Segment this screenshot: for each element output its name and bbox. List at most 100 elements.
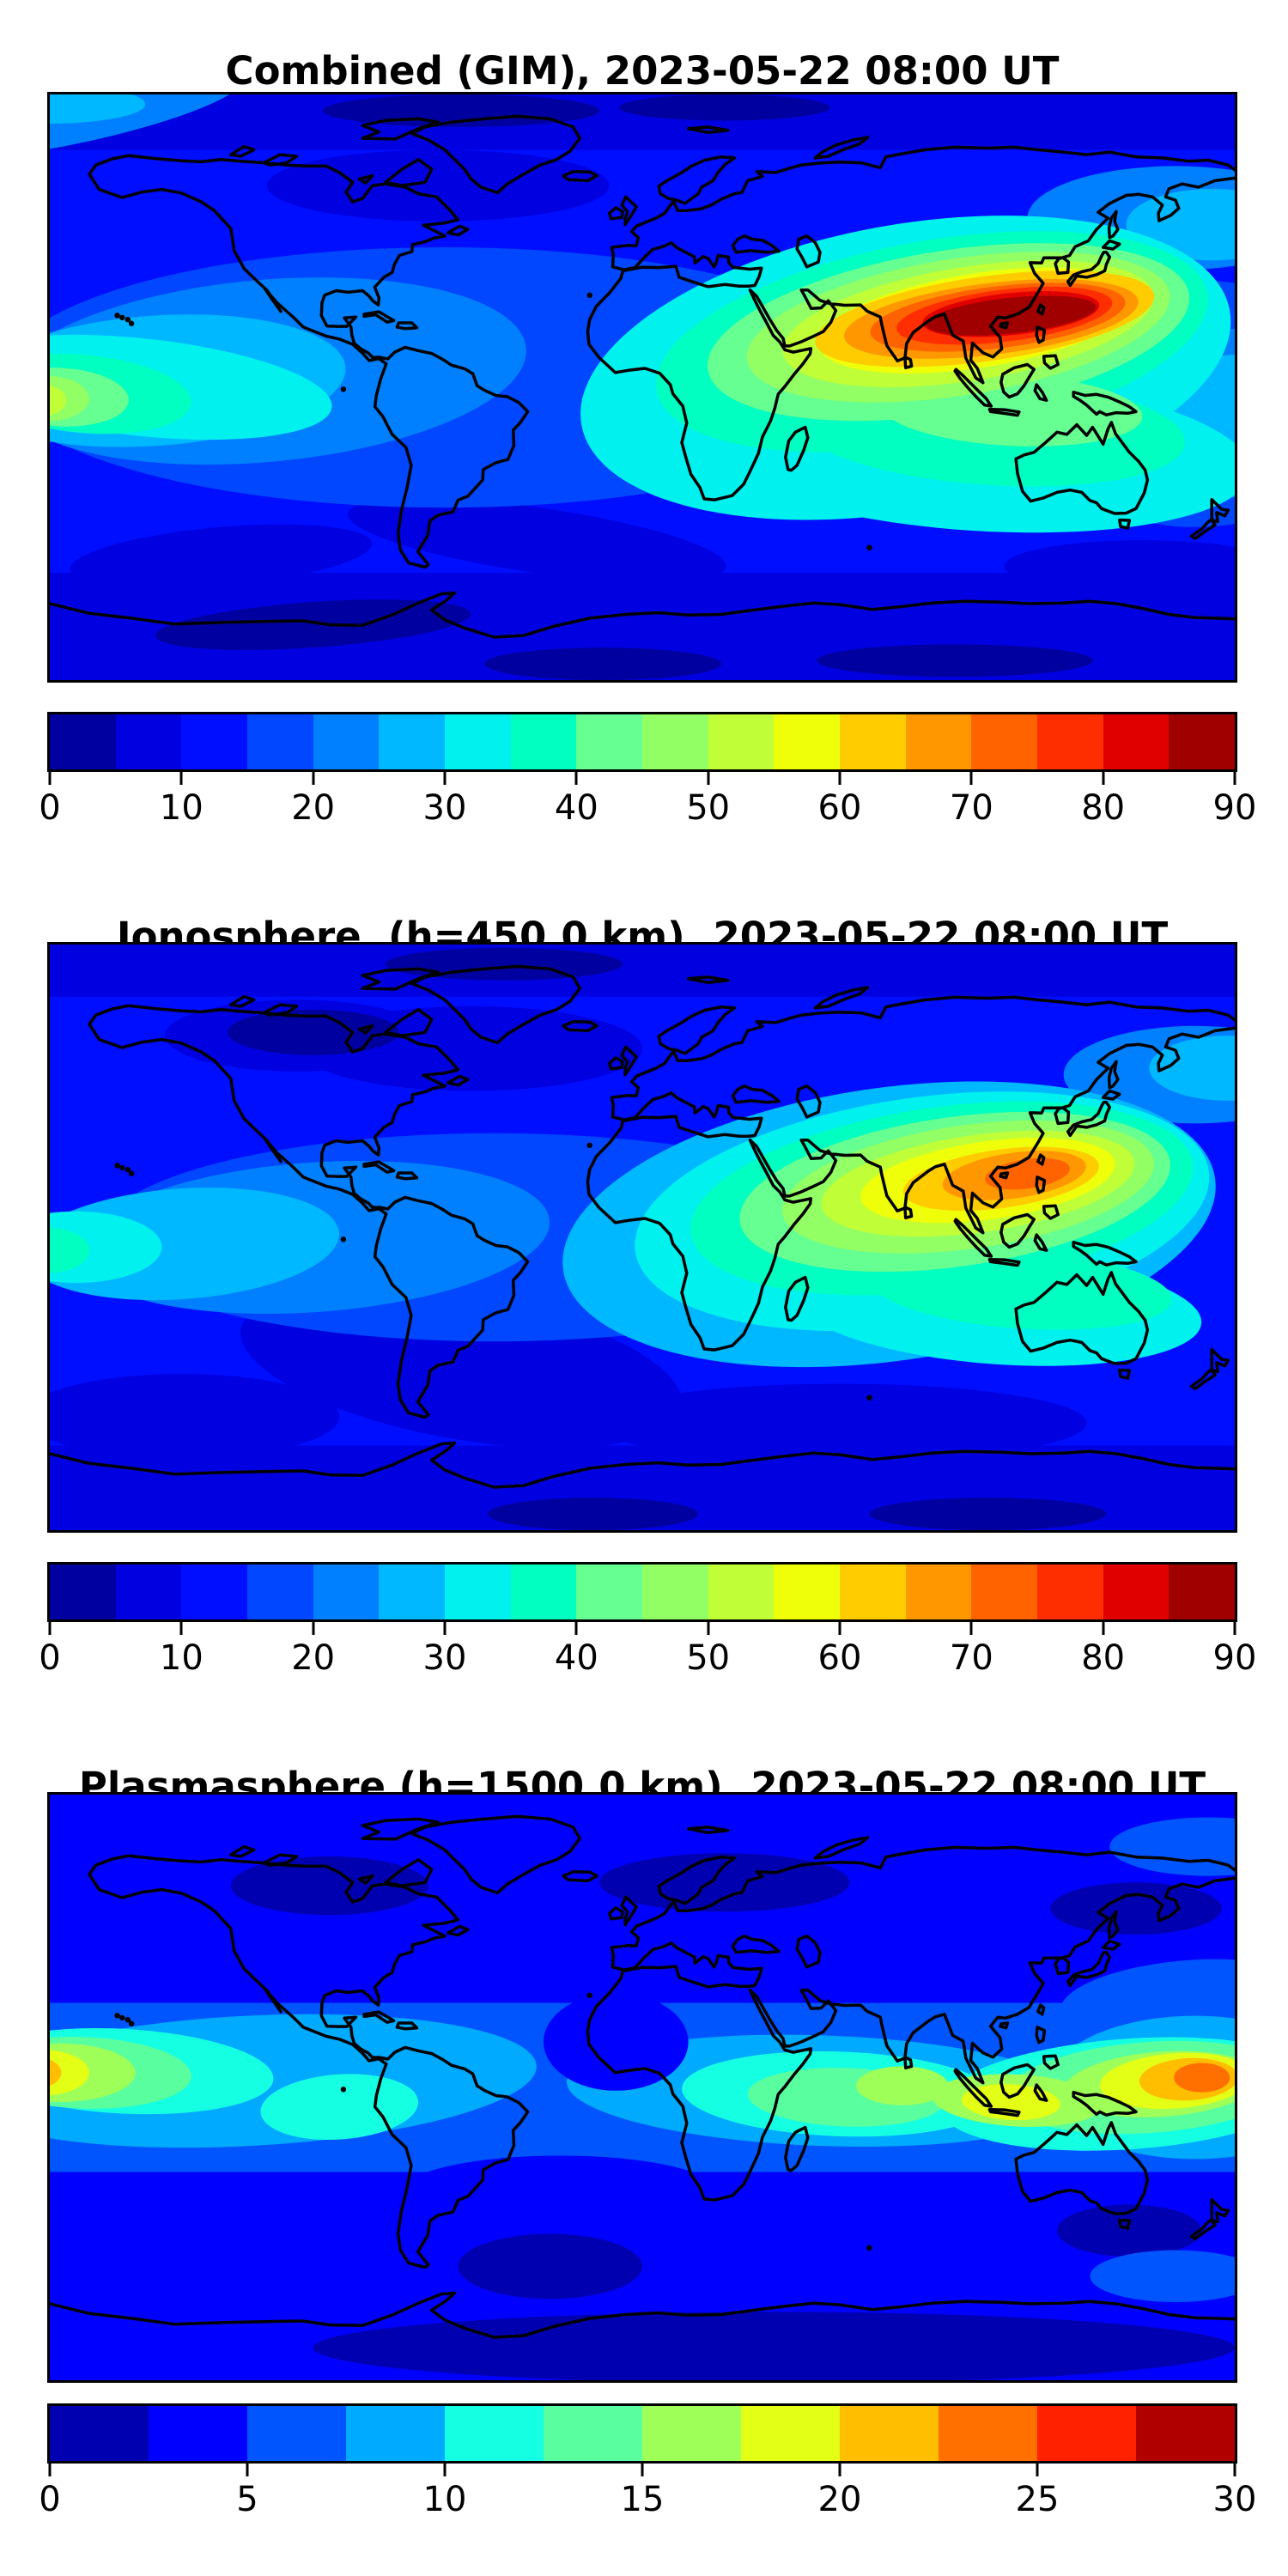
colorbar-segment [939,2406,1037,2461]
colorbar-tick [443,1622,447,1635]
colorbar-ticks [48,772,1236,786]
colorbar-tick-label: 50 [686,788,731,828]
colorbar-tick [179,772,183,785]
colorbar-segment [50,2406,149,2461]
colorbar-tick-label: 20 [817,2480,862,2519]
colorbar-segment [840,2406,939,2461]
colorbar-tick [246,2464,249,2476]
colorbar-tick [179,1622,183,1635]
colorbar-tick-label: 15 [620,2480,665,2519]
colorbar [47,1562,1237,1622]
coastline-layer [50,964,1235,1489]
map-canvas [50,1795,1235,2380]
world-map-plasmasphere [47,1792,1237,2383]
colorbar-tick-label: 60 [817,1638,862,1678]
colorbar-tick-label: 60 [817,788,862,828]
colorbar-tick-label: 90 [1212,1638,1257,1678]
colorbar-tick-label: 10 [159,1638,204,1678]
colorbar-segment [181,1564,248,1619]
colorbar-segment [840,714,906,769]
colorbar-segment [971,1564,1038,1619]
colorbar-segment [445,2406,544,2461]
colorbar-tick-label: 40 [554,788,598,828]
colorbar-tick-label: 30 [422,1638,467,1678]
colorbar-segment [445,714,511,769]
colorbar-segment [642,714,708,769]
colorbar-tick [641,2464,644,2476]
colorbar-tick [838,2464,841,2476]
colorbar [47,2403,1237,2464]
colorbar-segment [445,1564,511,1619]
colorbar-segment [1103,714,1170,769]
colorbar-tick [48,772,52,785]
colorbar-segment [247,714,313,769]
colorbar-tick [574,1622,578,1635]
colorbar-segment [313,714,380,769]
colorbar-tick-label: 0 [39,2480,61,2519]
colorbar-tick-label: 90 [1212,788,1257,828]
world-map-ionosphere [47,942,1237,1533]
colorbar-tick-label: 80 [1081,1638,1126,1678]
colorbar-tick [1233,1622,1236,1635]
colorbar-segment [510,714,577,769]
colorbar-tick [707,772,710,785]
colorbar-tick-label: 80 [1081,788,1126,828]
colorbar-segment [905,714,972,769]
colorbar-segment [741,2406,840,2461]
colorbar-tick [574,772,578,785]
colorbar-segment [905,1564,972,1619]
colorbar-tick [969,1622,973,1635]
colorbar-tick [1233,772,1236,785]
colorbar-segment [379,714,446,769]
colorbar-ticks [48,1622,1236,1636]
colorbar-segment [840,1564,906,1619]
map-canvas [50,94,1235,680]
panel-combined-gim: Combined (GIM), 2023-05-22 08:00 UT 0 10 2… [0,0,1288,850]
colorbar-segment [346,2406,445,2461]
panel-title: Combined (GIM), 2023-05-22 08:00 UT [225,48,1060,94]
colorbar-segment [1103,1564,1170,1619]
colorbar-segments [50,2406,1235,2461]
colorbar-tick-label: 50 [686,1638,731,1678]
colorbar-segment [379,1564,446,1619]
colorbar-tick [1102,1622,1105,1635]
colorbar-tick-label: 5 [236,2480,258,2519]
colorbar-segment [50,1564,116,1619]
colorbar-tick [312,1622,315,1635]
colorbar-tick-label: 10 [422,2480,467,2519]
colorbar-tick-label: 70 [949,1638,993,1678]
colorbar-tick-label: 0 [39,788,61,828]
tec-field-layer [50,945,1235,1530]
colorbar-segment [971,714,1038,769]
colorbar-tick [48,1622,52,1635]
colorbar-tick [48,2464,52,2476]
colorbar-segments [50,1564,1236,1619]
colorbar-segment [774,714,841,769]
colorbar-segment [1169,714,1236,769]
colorbar-tick-label: 30 [1212,2480,1257,2519]
colorbar-segment [510,1564,577,1619]
colorbar-segment [181,714,248,769]
panel-ionosphere: Ionosphere (h=450.0 km), 2023-05-22 08:0… [0,850,1288,1700]
colorbar-tick-label: 70 [949,788,993,828]
colorbar-segment [50,714,116,769]
colorbar-tick [1102,772,1105,785]
coastline-layer [50,114,1235,639]
colorbar-segment [1169,1564,1236,1619]
colorbar-segment [313,1564,380,1619]
colorbar-tick [443,772,447,785]
colorbar-segment [576,714,643,769]
colorbar-tick-labels: 0 10 20 30 40 50 60 70 80 90 [39,1638,1256,1681]
colorbar-segment [576,1564,643,1619]
colorbar-tick-labels: 0 5 10 15 20 25 30 [39,2480,1256,2523]
colorbar-segment [115,714,182,769]
colorbar-segment [115,1564,182,1619]
colorbar-segment [1037,714,1103,769]
panel-plasmasphere: Plasmasphere (h=1500.0 km), 2023-05-22 0… [0,1700,1288,2550]
colorbar-segment [774,1564,841,1619]
colorbar-segment [1136,2406,1235,2461]
colorbar-tick [707,1622,710,1635]
colorbar-segment [642,2406,741,2461]
colorbar-segment [544,2406,642,2461]
colorbar-tick-label: 20 [291,1638,336,1678]
